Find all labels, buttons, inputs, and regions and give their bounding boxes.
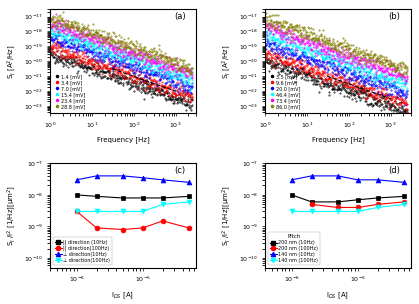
X-axis label: I$_{DS}$ [A]: I$_{DS}$ [A] (111, 290, 134, 301)
Legend: 200 nm (10Hz), 200 nm (100Hz), 140 nm (10Hz), 140 nm (100Hz): 200 nm (10Hz), 200 nm (100Hz), 140 nm (1… (268, 232, 320, 265)
Y-axis label: S$_I$ /I$^2$ [1/Hz][μm$^2$]: S$_I$ /I$^2$ [1/Hz][μm$^2$] (5, 185, 18, 246)
Text: ~1/f: ~1/f (352, 84, 368, 96)
Legend: || direction (10Hz), || direction(100Hz), ⊥ direction(10Hz), ⊥ direction(100Hz): || direction (10Hz), || direction(100Hz)… (53, 237, 112, 265)
Y-axis label: S$_I$ [A$^2$/Hz]: S$_I$ [A$^2$/Hz] (220, 44, 233, 78)
Text: (a): (a) (174, 12, 185, 21)
Legend: 1.4 [mV], 3.4 [mV], 7.0 [mV], 15.4 [mV], 23.4 [mV], 28.8 [mV]: 1.4 [mV], 3.4 [mV], 7.0 [mV], 15.4 [mV],… (53, 72, 87, 111)
Text: ~1/f: ~1/f (137, 76, 153, 89)
Text: (b): (b) (388, 12, 401, 21)
X-axis label: Frequency [Hz]: Frequency [Hz] (96, 136, 149, 143)
X-axis label: Frequency [Hz]: Frequency [Hz] (312, 136, 365, 143)
Text: (d): (d) (388, 167, 401, 175)
Text: (c): (c) (174, 167, 185, 175)
Y-axis label: S$_I$ [A$^2$/Hz]: S$_I$ [A$^2$/Hz] (5, 44, 18, 78)
Y-axis label: S$_I$ /I$^2$ [1/Hz][μm$^2$]: S$_I$ /I$^2$ [1/Hz][μm$^2$] (220, 185, 233, 246)
Legend: 3.5 [mV], 9.6 [mV], 20.0 [mV], 46.4 [mV], 73.4 [mV], 86.0 [mV]: 3.5 [mV], 9.6 [mV], 20.0 [mV], 46.4 [mV]… (268, 72, 303, 111)
X-axis label: I$_{DS}$ [A]: I$_{DS}$ [A] (326, 290, 349, 301)
